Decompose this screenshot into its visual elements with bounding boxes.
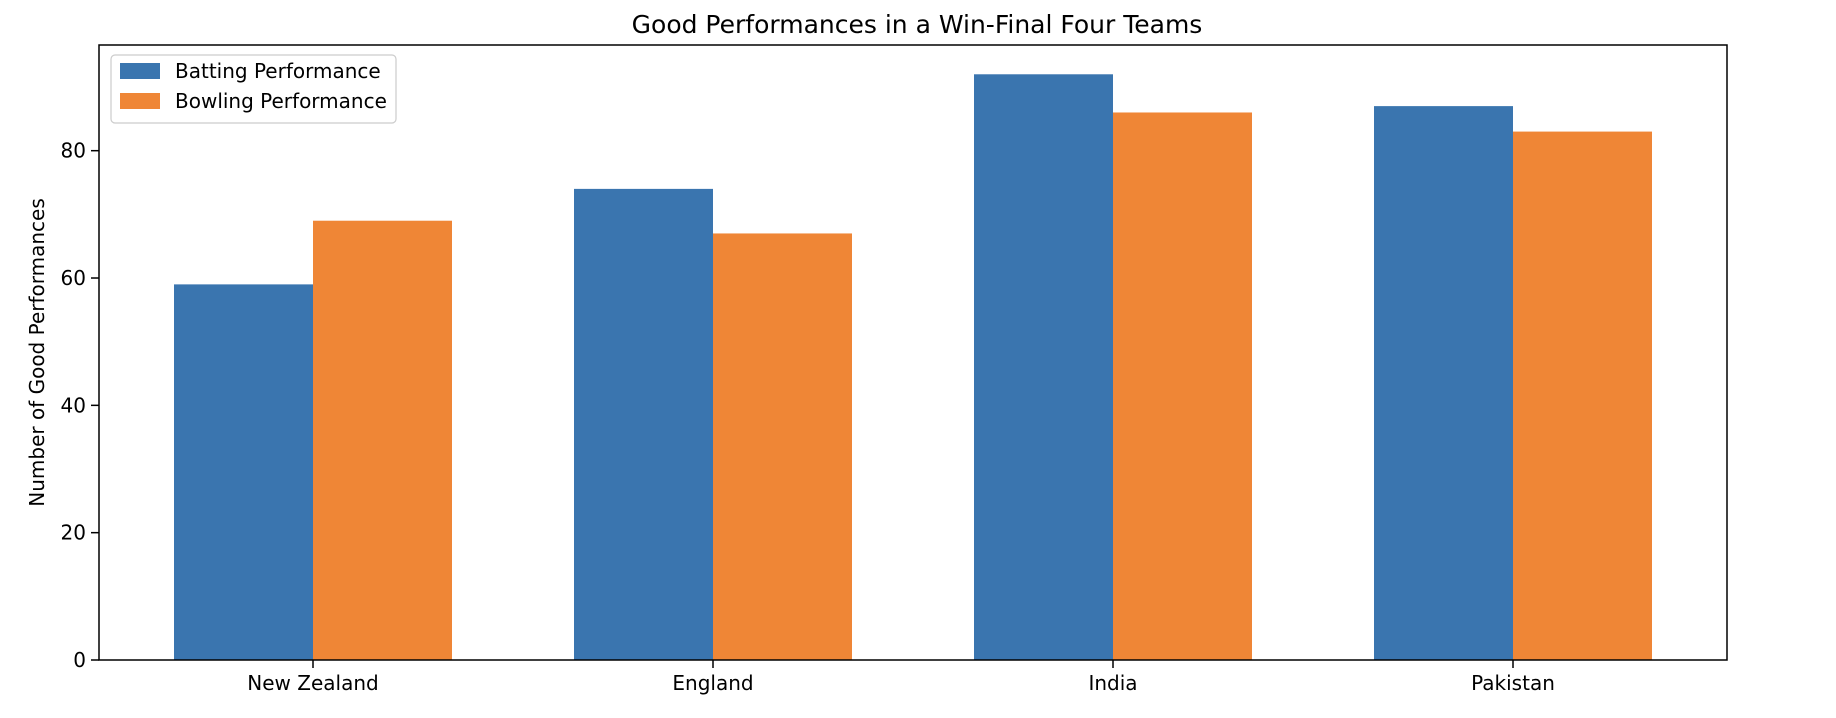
- x-tick-label: India: [1088, 671, 1137, 695]
- bar-bowling-england: [713, 233, 852, 660]
- legend-swatch-batting: [120, 63, 160, 79]
- y-axis-label: Number of Good Performances: [25, 198, 49, 507]
- legend: Batting Performance Bowling Performance: [110, 54, 397, 124]
- bar-bowling-new-zealand: [313, 220, 452, 660]
- y-tick-label: 40: [61, 393, 86, 417]
- bar-batting-pakistan: [1374, 106, 1513, 660]
- legend-box: [110, 54, 397, 124]
- y-tick-label: 0: [73, 648, 86, 672]
- bar-bowling-india: [1113, 112, 1252, 660]
- legend-label-batting: Batting Performance: [175, 59, 381, 83]
- bar-batting-new-zealand: [174, 284, 313, 660]
- plot-frame: [98, 44, 1728, 661]
- y-tick-label: 60: [61, 266, 86, 290]
- x-tick-label: England: [672, 671, 753, 695]
- bar-batting-india: [974, 74, 1113, 661]
- legend-label-bowling: Bowling Performance: [175, 89, 387, 113]
- y-axis-ticks: 0 20 40 60 80: [61, 139, 99, 672]
- x-axis-ticks: New Zealand England India Pakistan: [247, 660, 1555, 695]
- bar-batting-england: [574, 188, 713, 660]
- x-tick-label: New Zealand: [247, 671, 378, 695]
- y-tick-label: 80: [61, 139, 86, 163]
- bars: [174, 74, 1652, 661]
- bar-bowling-pakistan: [1513, 131, 1652, 660]
- chart-title: Good Performances in a Win-Final Four Te…: [632, 10, 1203, 39]
- x-tick-label: Pakistan: [1471, 671, 1555, 695]
- legend-swatch-bowling: [120, 93, 160, 109]
- y-tick-label: 20: [61, 521, 86, 545]
